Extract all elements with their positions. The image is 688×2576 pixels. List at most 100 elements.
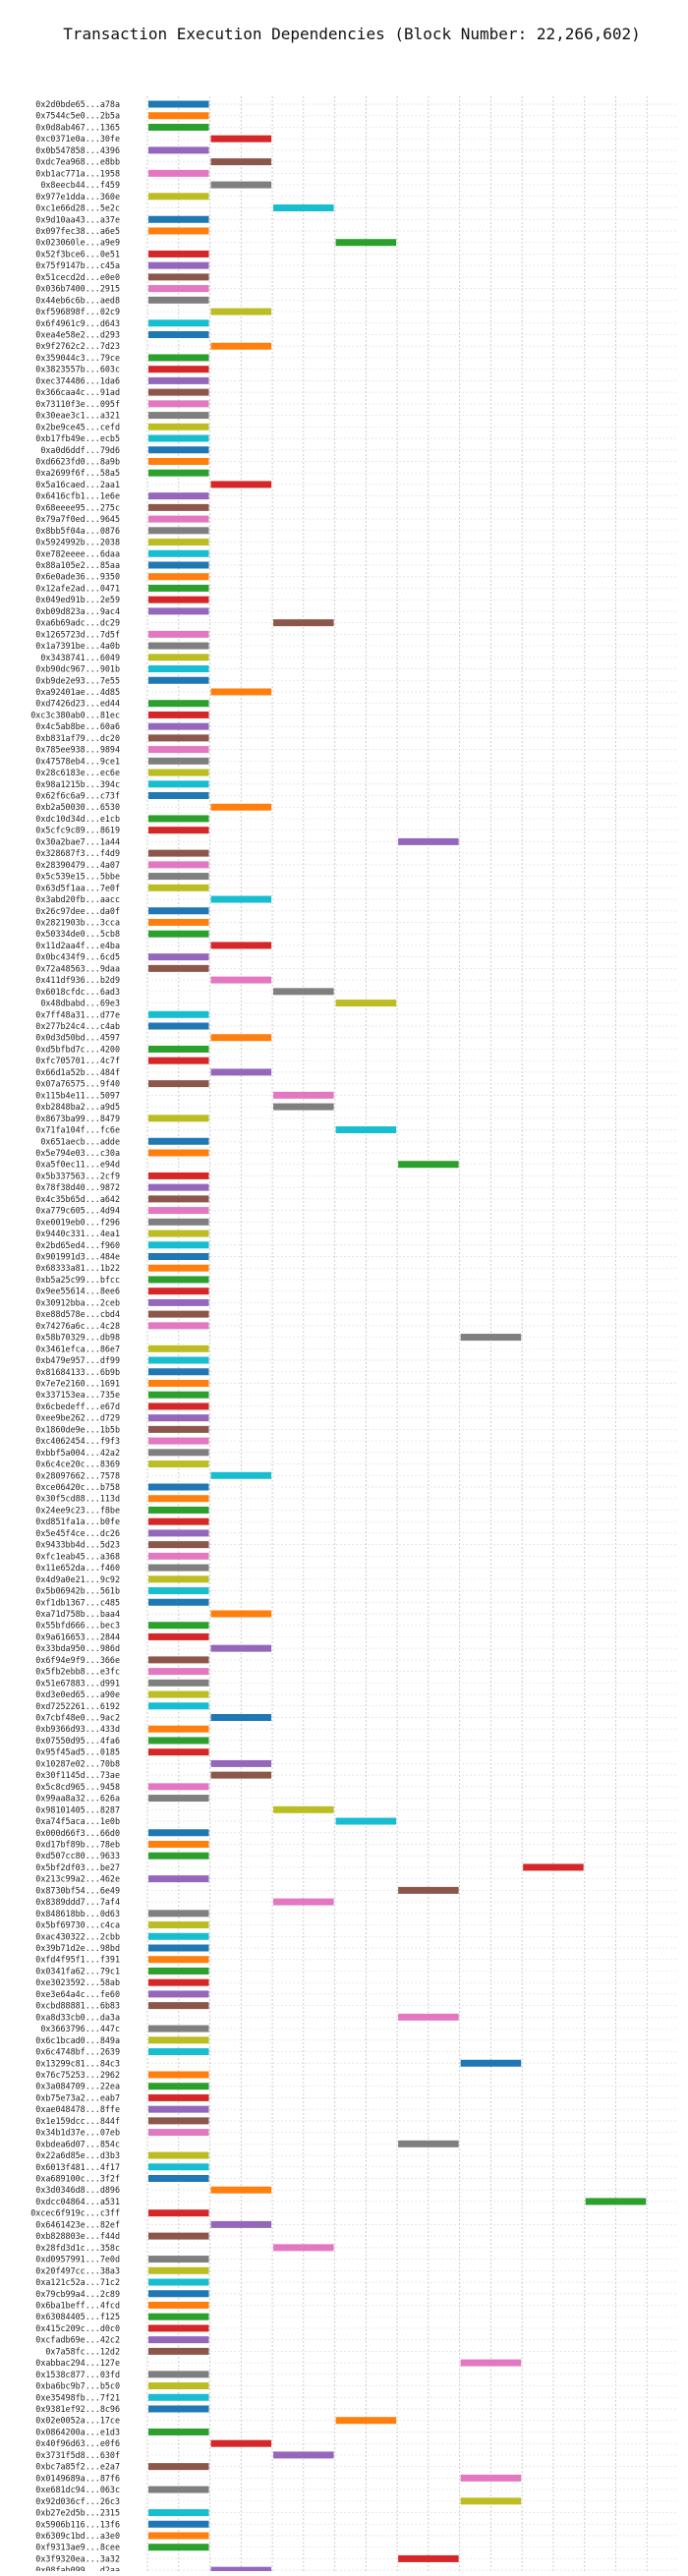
- transaction-hash-label: 0xc1e66d28...5e2c: [35, 203, 120, 213]
- transaction-bar: [335, 1126, 397, 1134]
- transaction-bar: [148, 711, 209, 718]
- transaction-hash-label: 0x55bfd666...bec3: [35, 1621, 120, 1631]
- transaction-bar: [148, 123, 209, 131]
- transaction-hash-label: 0x13299c81...84c3: [35, 2058, 120, 2068]
- transaction-hash-label: 0x023060le...a9e9: [35, 238, 120, 248]
- transaction-bar: [148, 296, 209, 304]
- transaction-bar: [148, 527, 209, 535]
- transaction-hash-label: 0xa6b69adc...dc29: [35, 618, 120, 628]
- transaction-hash-label: 0xd3e0ed65...a90e: [35, 1689, 120, 1699]
- transaction-hash-label: 0xcbd88881...6b83: [35, 2001, 120, 2011]
- transaction-bar: [148, 1483, 209, 1491]
- transaction-hash-label: 0x6cbedeff...e67d: [35, 1402, 120, 1411]
- transaction-hash-label: 0x33bda950...986d: [35, 1643, 120, 1653]
- transaction-hash-label: 0x28fd3d1c...358c: [35, 2243, 120, 2253]
- transaction-bar: [148, 2266, 209, 2274]
- transaction-bar: [148, 1702, 209, 1710]
- transaction-bar: [148, 2105, 209, 2113]
- transaction-hash-label: 0xfc1eab45...a368: [35, 1551, 120, 1561]
- transaction-hash-label: 0xe3023592...58ab: [35, 1977, 120, 1987]
- transaction-bar: [148, 2324, 209, 2332]
- transaction-bar: [585, 2198, 647, 2205]
- transaction-bar: [210, 2220, 272, 2228]
- transaction-hash-label: 0xc3c380ab0...81ec: [30, 710, 120, 719]
- transaction-bar: [148, 1529, 209, 1537]
- transaction-bar: [273, 2244, 334, 2252]
- transaction-bar: [148, 285, 209, 293]
- transaction-bar: [148, 1587, 209, 1595]
- transaction-bar: [210, 976, 272, 984]
- transaction-bar: [148, 1690, 209, 1698]
- transaction-hash-label: 0x7544c5e0...2b5a: [35, 111, 120, 121]
- transaction-bar: [148, 1149, 209, 1157]
- transaction-hash-label: 0xb17fb49e...ecb5: [35, 433, 120, 443]
- transaction-hash-label: 0x20f497cc...38a3: [35, 2265, 120, 2275]
- transaction-bar: [148, 539, 209, 546]
- transaction-hash-label: 0x5c8cd965...9458: [35, 1782, 120, 1792]
- transaction-hash-label: 0xa8d33cb0...da3a: [35, 2012, 120, 2022]
- transaction-hash-label: 0x63084405...f125: [35, 2312, 120, 2321]
- transaction-hash-label: 0x51cecd2d...e0e0: [35, 272, 120, 282]
- transaction-hash-label: 0x34b1d37e...07eb: [35, 2128, 120, 2138]
- transaction-bar: [148, 2209, 209, 2217]
- transaction-hash-label: 0x99aa8a32...626a: [35, 1794, 120, 1803]
- transaction-hash-label: 0xd7426d23...ed44: [35, 699, 120, 709]
- transaction-hash-label: 0x5fb2ebb8...e3fc: [35, 1667, 120, 1677]
- transaction-bar: [148, 1080, 209, 1088]
- transaction-bar: [273, 1898, 334, 1906]
- transaction-bar: [148, 1575, 209, 1583]
- transaction-bar: [148, 1322, 209, 1330]
- transaction-hash-label: 0x0b547858...4396: [35, 145, 120, 155]
- transaction-bar: [148, 1910, 209, 1918]
- transaction-bar: [148, 1345, 209, 1352]
- transaction-hash-label: 0xb1ac771a...1958: [35, 168, 120, 178]
- transaction-hash-label: 0x63d5f1aa...7e0f: [35, 883, 120, 892]
- transaction-hash-label: 0x11d2aa4f...e4ba: [35, 941, 120, 950]
- transaction-hash-label: 0x3d0346d8...d896: [35, 2185, 120, 2195]
- transaction-bar: [148, 596, 209, 603]
- transaction-bar: [148, 1022, 209, 1030]
- transaction-bar: [210, 158, 272, 166]
- transaction-hash-label: 0x2bd65ed4...f960: [35, 1240, 120, 1250]
- transaction-bar: [148, 1748, 209, 1756]
- transaction-hash-label: 0x44eb6c6b...aed8: [35, 295, 120, 305]
- transaction-hash-label: 0xd6623fd0...8a9b: [35, 456, 120, 466]
- transaction-bar: [148, 1921, 209, 1929]
- transaction-hash-label: 0xe782eeee...6daa: [35, 548, 120, 558]
- transaction-hash-label: 0xe681dc94...063c: [35, 2485, 120, 2494]
- transaction-hash-label: 0x277b24c4...c4ab: [35, 1021, 120, 1031]
- transaction-hash-label: 0x3731f5d8...630f: [35, 2450, 120, 2460]
- transaction-bar: [148, 2313, 209, 2320]
- transaction-bar: [335, 1000, 397, 1007]
- transaction-bar: [273, 619, 334, 627]
- transaction-hash-label: 0xc4062454...f9f3: [35, 1436, 120, 1446]
- transaction-bar: [210, 1759, 272, 1767]
- transaction-hash-label: 0xb75e73a2...eab7: [35, 2092, 120, 2102]
- transaction-bar: [148, 607, 209, 615]
- transaction-hash-label: 0xd17bf89b...78eb: [35, 1839, 120, 1849]
- transaction-bar: [148, 561, 209, 569]
- transaction-bar: [148, 2509, 209, 2517]
- transaction-hash-label: 0x2be9ce45...cefd: [35, 422, 120, 431]
- transaction-bar: [148, 1172, 209, 1179]
- transaction-bar: [148, 2486, 209, 2493]
- transaction-hash-label: 0xabbac294...127e: [35, 2358, 120, 2368]
- transaction-hash-label: 0xe0019eb0...f296: [35, 1217, 120, 1227]
- transaction-bar: [148, 1598, 209, 1606]
- transaction-bar: [273, 204, 334, 212]
- transaction-hash-label: 0x8eecb44...f459: [40, 180, 120, 190]
- transaction-hash-label: 0xa779c605...4d94: [35, 1206, 120, 1216]
- transaction-hash-label: 0x6ba1beff...4fcd: [35, 2300, 120, 2310]
- transaction-hash-label: 0x58b70329...db98: [35, 1333, 120, 1343]
- transaction-bar: [148, 722, 209, 730]
- transaction-hash-label: 0xa0d6ddf...79d6: [40, 445, 120, 455]
- transaction-hash-label: 0xb2848ba2...a9d5: [35, 1102, 120, 1112]
- transaction-bar: [210, 342, 272, 350]
- transaction-bar: [148, 2002, 209, 2010]
- transaction-bar: [148, 780, 209, 788]
- transaction-bar: [398, 2554, 459, 2562]
- transaction-bar: [148, 1010, 209, 1018]
- transaction-hash-label: 0x366caa4c...91ad: [35, 387, 120, 397]
- transaction-hash-label: 0xba6bc9b7...b5c0: [35, 2381, 120, 2391]
